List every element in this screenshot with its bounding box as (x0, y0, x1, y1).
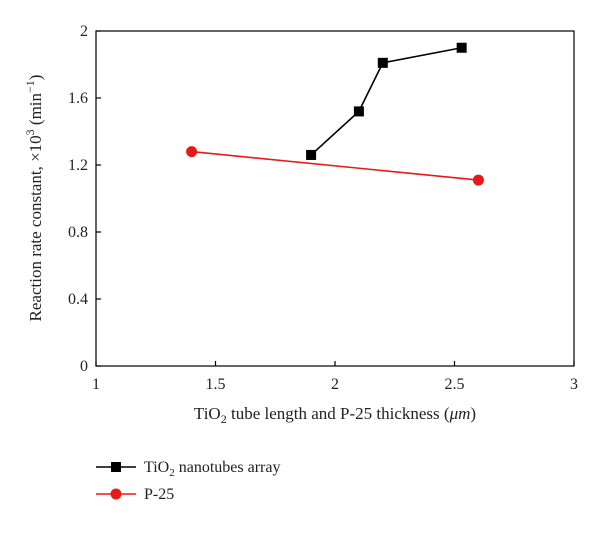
series-line (310, 46, 462, 156)
y-tick-label: 1.6 (68, 90, 88, 107)
legend-item-p25: P-25 (96, 486, 174, 503)
x-tick-label: 2.5 (445, 376, 465, 393)
x-tick-label: 3 (570, 376, 578, 393)
y-tick-label: 2 (80, 23, 88, 40)
legend-item-tio2: TiO2 nanotubes array (96, 459, 280, 479)
series-p25 (186, 146, 484, 186)
y-tick-label: 0 (80, 358, 88, 375)
data-point-square (456, 42, 467, 53)
series-line (191, 150, 479, 181)
x-axis-label: TiO2 tube length and P-25 thickness (μm) (194, 404, 476, 426)
data-point-square (377, 57, 388, 68)
y-tick-label: 1.2 (68, 157, 88, 174)
legend-label-tio2: TiO2 nanotubes array (144, 459, 280, 479)
data-point-circle (186, 146, 198, 158)
y-axis-label: Reaction rate constant, ×103 (min−1) (23, 75, 45, 322)
x-tick-label: 2 (331, 376, 339, 393)
axis-ticks: 1 1.5 2 2.5 3 0 0.4 0.8 1.2 1.6 2 (68, 23, 578, 393)
legend-label-p25: P-25 (144, 486, 174, 503)
data-point-square (306, 149, 317, 160)
legend-marker-circle (110, 488, 122, 500)
legend-marker-square (111, 462, 121, 472)
plot-border (95, 30, 575, 367)
x-tick-label: 1.5 (206, 376, 226, 393)
x-tick-label: 1 (92, 376, 100, 393)
series-layer (186, 42, 484, 186)
data-point-square (353, 106, 364, 117)
y-tick-label: 0.8 (68, 224, 88, 241)
y-tick-label: 0.4 (68, 291, 88, 308)
data-point-circle (472, 174, 484, 186)
legend: TiO2 nanotubes array P-25 (96, 459, 280, 503)
series-tio2-nanotubes (306, 42, 467, 160)
plot-frame (95, 30, 575, 367)
